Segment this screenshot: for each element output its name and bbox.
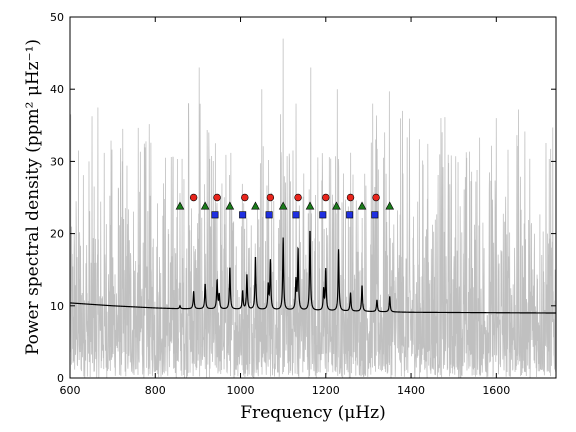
x-tick-label: 1400 xyxy=(397,384,425,397)
triangle-marker xyxy=(175,201,185,210)
y-tick-label: 50 xyxy=(50,11,64,24)
y-tick-label: 10 xyxy=(50,300,64,313)
x-axis-label: Frequency (μHz) xyxy=(240,403,385,423)
circle-marker xyxy=(372,193,380,202)
raw-spectrum-layer xyxy=(69,38,557,379)
square-marker xyxy=(319,211,327,219)
x-tick-label: 1200 xyxy=(312,384,340,397)
circle-marker xyxy=(241,193,249,202)
square-marker xyxy=(211,211,219,219)
square-marker xyxy=(346,211,354,219)
y-axis-label: Power spectral density (ppm² μHz⁻¹) xyxy=(23,39,43,355)
triangle-marker xyxy=(385,201,395,210)
y-tick-label: 0 xyxy=(57,372,64,385)
mode-markers-layer xyxy=(175,193,395,219)
smoothed-fit-line xyxy=(69,230,556,314)
square-marker xyxy=(265,211,273,219)
circle-marker xyxy=(266,193,275,202)
triangle-marker xyxy=(225,201,235,210)
raw-spectrum-line xyxy=(69,38,557,379)
x-tick-label: 600 xyxy=(60,384,81,397)
triangle-marker xyxy=(278,201,288,210)
triangle-marker xyxy=(200,201,210,210)
x-tick-label: 1600 xyxy=(482,384,510,397)
plot-frame xyxy=(69,16,557,379)
square-marker xyxy=(239,211,247,219)
x-tick-label: 800 xyxy=(145,384,166,397)
x-tick-label: 1000 xyxy=(227,384,255,397)
smoothed-fit-layer xyxy=(69,230,556,314)
triangle-marker xyxy=(357,201,367,210)
y-tick-label: 20 xyxy=(50,228,64,241)
circle-marker xyxy=(346,193,355,202)
y-axis-ticks: 0 10 20 30 40 50 xyxy=(50,11,556,385)
triangle-marker xyxy=(305,201,315,210)
circle-marker xyxy=(213,193,221,202)
triangle-marker xyxy=(251,201,260,210)
square-marker xyxy=(292,211,300,219)
square-marker xyxy=(371,211,379,219)
circle-marker xyxy=(322,193,330,202)
circle-marker xyxy=(294,193,302,202)
circle-marker xyxy=(189,193,198,202)
x-axis-ticks: 600 800 1000 1200 1400 1600 xyxy=(60,17,510,397)
y-tick-label: 40 xyxy=(50,83,64,96)
triangle-marker xyxy=(332,201,341,210)
y-tick-label: 30 xyxy=(50,155,64,168)
